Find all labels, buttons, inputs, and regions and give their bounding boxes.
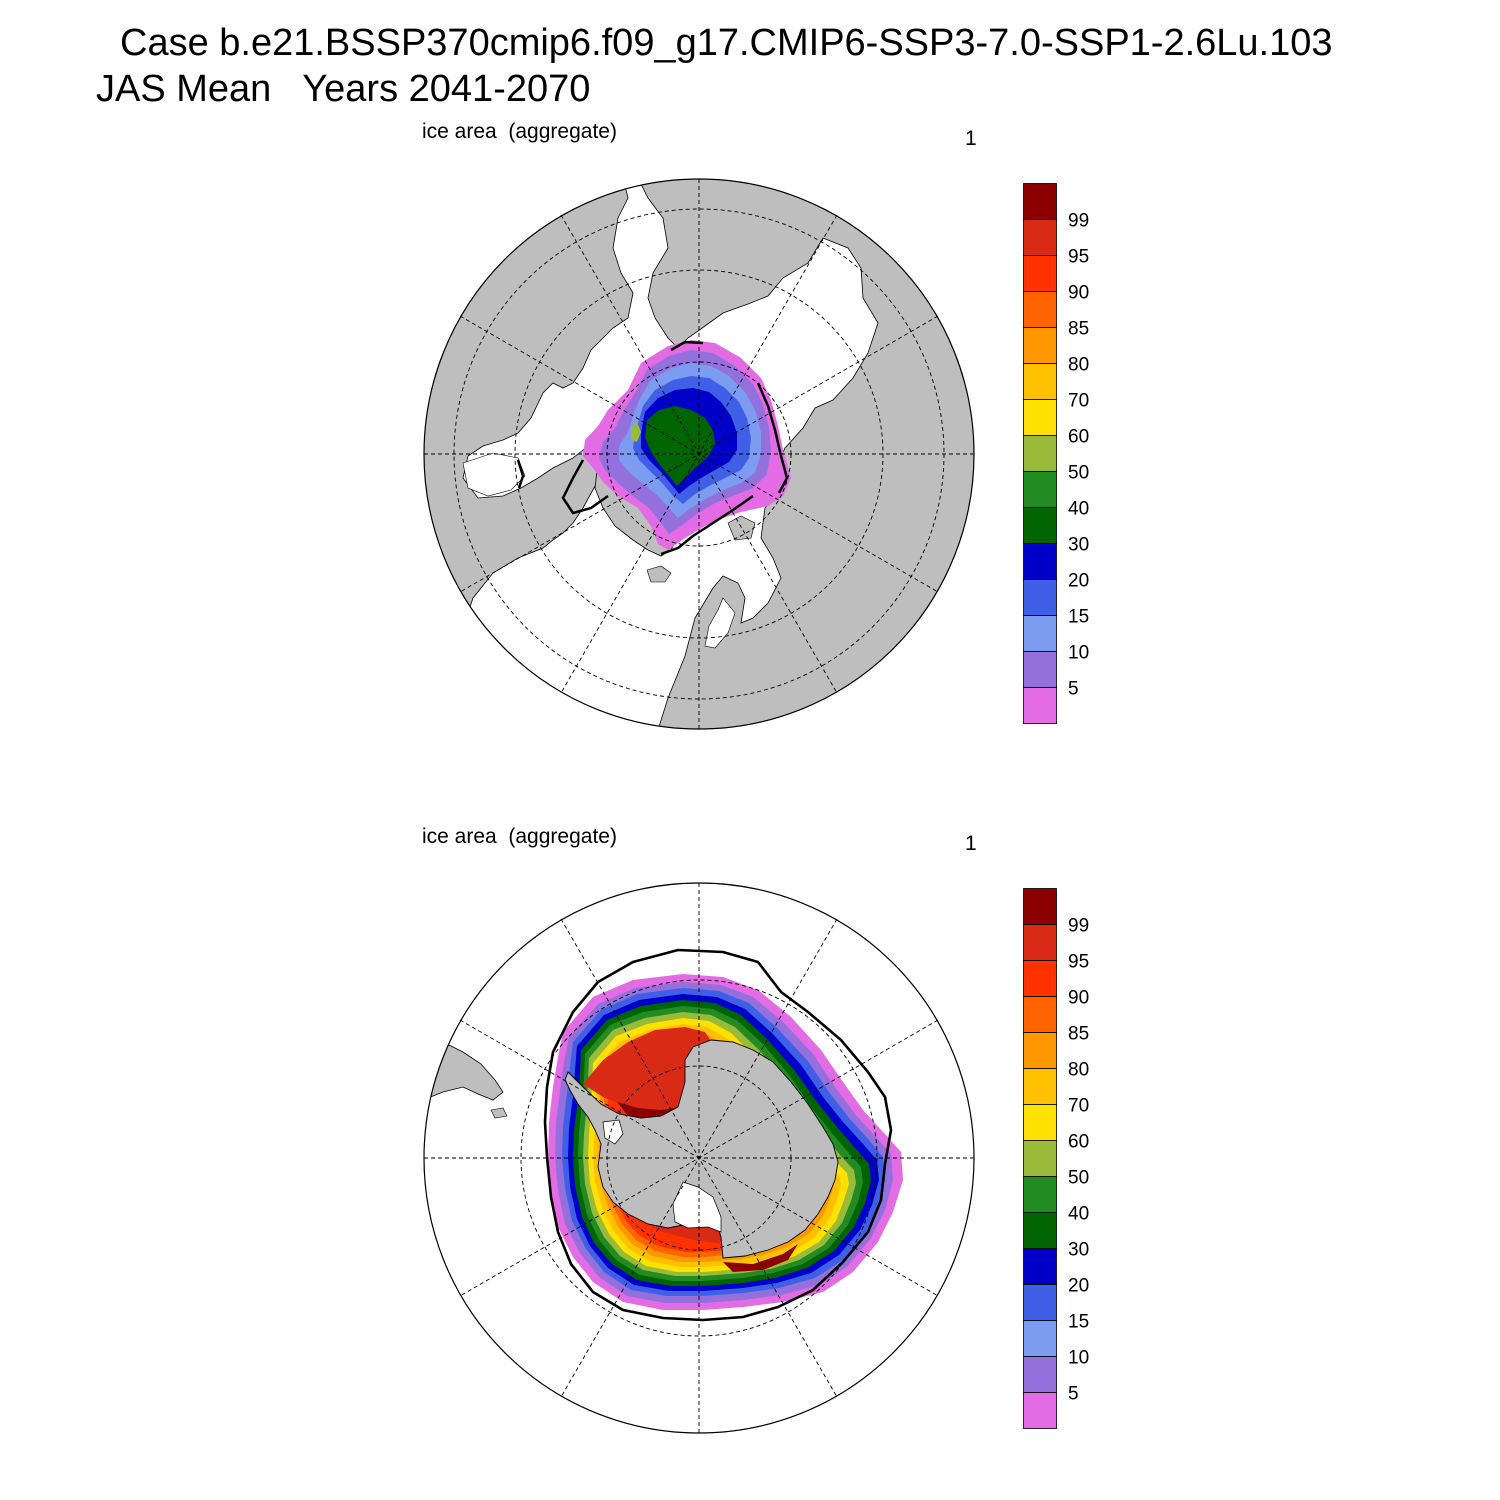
colorbar-tick-label: 60: [1068, 427, 1089, 448]
colorbar-tick-label: 80: [1068, 355, 1089, 376]
colorbar-tick-label: 99: [1068, 916, 1089, 937]
ross-sea: [672, 1181, 722, 1233]
colorbar-tick-label: 90: [1068, 988, 1089, 1009]
colorbar-swatch: [1023, 291, 1057, 328]
arctic-ice-50pct: [631, 422, 641, 442]
colorbar-tick-label: 95: [1068, 952, 1089, 973]
arctic-latlon-grid: [424, 179, 974, 729]
colorbar-swatch: [1023, 183, 1057, 220]
colorbar-tick-label: 40: [1068, 499, 1089, 520]
weddell-sea: [602, 1119, 624, 1145]
colorbar-swatch: [1023, 543, 1057, 580]
arctic-map-border: [423, 178, 975, 730]
colorbar-tick-label: 5: [1068, 679, 1079, 700]
colorbar-tick-label: 70: [1068, 1096, 1089, 1117]
baltic-sea: [704, 597, 736, 649]
colorbar-swatch: [1023, 888, 1057, 925]
iceland-island: [646, 565, 672, 583]
figure-title-period: JAS Mean Years 2041-2070: [96, 68, 591, 110]
colorbar-tick-label: 40: [1068, 1204, 1089, 1225]
colorbar-tick-label: 15: [1068, 1312, 1089, 1333]
colorbar-tick-label: 50: [1068, 1168, 1089, 1189]
colorbar-swatch: [1023, 363, 1057, 400]
colorbar-tick-label: 95: [1068, 247, 1089, 268]
colorbar-tick-label: 85: [1068, 1024, 1089, 1045]
colorbar-tick-label: 80: [1068, 1060, 1089, 1081]
arctic-ice-edge-contour: [516, 340, 789, 556]
falkland-islands: [490, 1107, 508, 1119]
colorbar-swatch: [1023, 327, 1057, 364]
colorbar-swatch: [1023, 1176, 1057, 1213]
colorbar-tick-label: 60: [1068, 1132, 1089, 1153]
colorbar-swatch: [1023, 507, 1057, 544]
colorbar-swatch: [1023, 471, 1057, 508]
arctic-colorbar: 5 10 15 20 30 40 50 60 70 80 85 90 95 99: [1023, 183, 1089, 724]
panel2-number: 1: [965, 832, 977, 855]
colorbar-tick-label: 85: [1068, 319, 1089, 340]
colorbar-swatch: [1023, 615, 1057, 652]
colorbar-tick-label: 99: [1068, 211, 1089, 232]
colorbar-swatch: [1023, 1104, 1057, 1141]
colorbar-swatch: [1023, 219, 1057, 256]
colorbar-swatch: [1023, 1068, 1057, 1105]
panel2-label: ice area (aggregate): [422, 825, 617, 848]
colorbar-swatch: [1023, 579, 1057, 616]
colorbar-swatch: [1023, 1356, 1057, 1393]
colorbar-swatch: [1023, 1248, 1057, 1285]
panel1-number: 1: [965, 127, 977, 150]
colorbar-tick-label: 30: [1068, 535, 1089, 556]
colorbar-swatch: [1023, 1284, 1057, 1321]
antarctic-map: [423, 882, 975, 1434]
colorbar-tick-label: 30: [1068, 1240, 1089, 1261]
colorbar-swatch: [1023, 399, 1057, 436]
colorbar-tick-label: 5: [1068, 1384, 1079, 1405]
colorbar-swatch: [1023, 1212, 1057, 1249]
antarctic-colorbar: 5 10 15 20 30 40 50 60 70 80 85 90 95 99: [1023, 888, 1089, 1429]
antarctic-latlon-grid: [424, 883, 974, 1433]
north-america-landmass: [424, 179, 634, 729]
antarctica-landmass: [564, 1039, 839, 1259]
colorbar-tick-label: 20: [1068, 571, 1089, 592]
colorbar-tick-label: 70: [1068, 391, 1089, 412]
panel1-label: ice area (aggregate): [422, 120, 617, 143]
arctic-ice-40pct: [645, 406, 715, 486]
colorbar-tick-label: 90: [1068, 283, 1089, 304]
antarctic-map-border: [423, 882, 975, 1434]
colorbar-swatch: [1023, 924, 1057, 961]
colorbar-swatch: [1023, 1032, 1057, 1069]
colorbar-swatch: [1023, 1392, 1057, 1429]
colorbar-swatch: [1023, 960, 1057, 997]
colorbar-swatch: [1023, 687, 1057, 724]
colorbar-swatch: [1023, 1320, 1057, 1357]
svalbard-island: [727, 515, 756, 541]
colorbar-tick-label: 10: [1068, 643, 1089, 664]
colorbar-swatch: [1023, 651, 1057, 688]
arctic-map: [423, 178, 975, 730]
antarctic-ice-edge-contour: [543, 948, 893, 1322]
colorbar-tick-label: 50: [1068, 463, 1089, 484]
colorbar-tick-label: 20: [1068, 1276, 1089, 1297]
colorbar-swatch: [1023, 435, 1057, 472]
eurasia-landmass: [637, 179, 974, 729]
colorbar-tick-label: 10: [1068, 1348, 1089, 1369]
figure-title-case: Case b.e21.BSSP370cmip6.f09_g17.CMIP6-SS…: [120, 22, 1333, 64]
colorbar-swatch: [1023, 1140, 1057, 1177]
colorbar-swatch: [1023, 255, 1057, 292]
colorbar-tick-label: 15: [1068, 607, 1089, 628]
colorbar-swatch: [1023, 996, 1057, 1033]
